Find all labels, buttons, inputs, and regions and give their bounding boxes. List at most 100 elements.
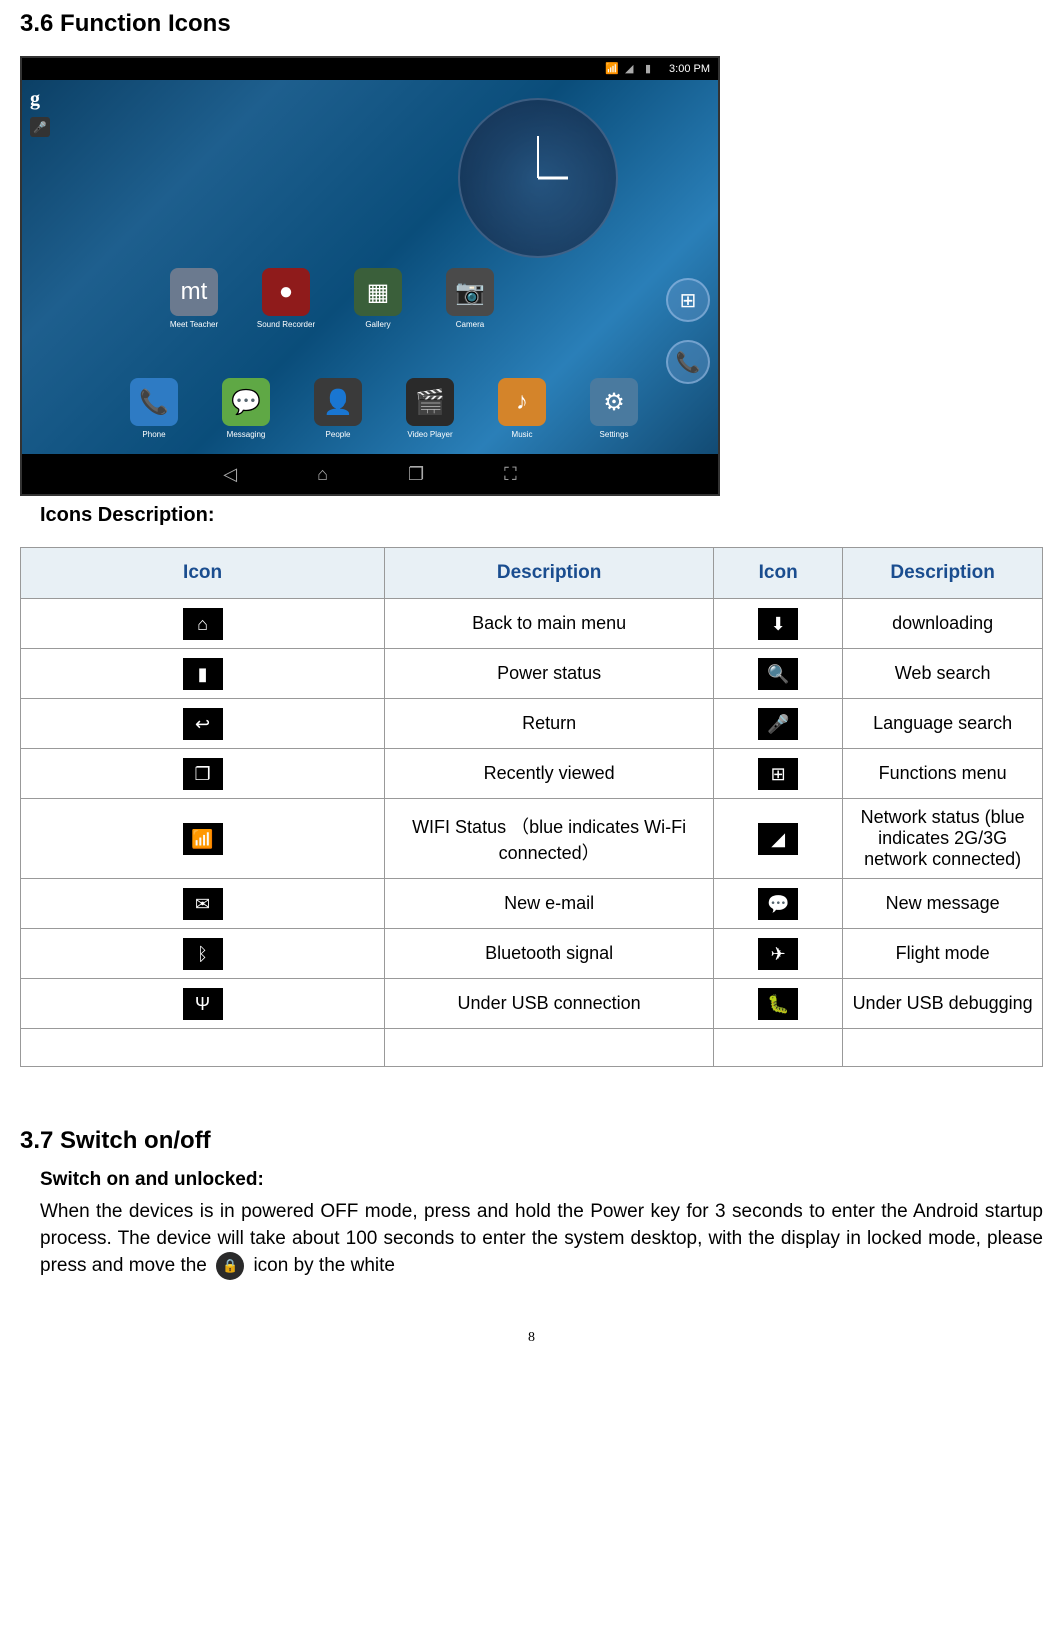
body-text-part-2: icon by the white	[253, 1255, 395, 1276]
wifi-icon: 📶	[605, 62, 619, 76]
icon-cell: 💬	[714, 879, 843, 929]
icon-cell: ◢	[714, 799, 843, 879]
switch-on-body-text: When the devices is in powered OFF mode,…	[20, 1199, 1043, 1280]
app-icon-glyph: ▦	[354, 268, 402, 316]
table-icon: 💬	[758, 888, 798, 920]
app-icon-label: Music	[512, 430, 533, 439]
app-icon-glyph: 👤	[314, 378, 362, 426]
icon-cell: 🎤	[714, 699, 843, 749]
desc-cell: WIFI Status （blue indicates Wi-Fi connec…	[385, 799, 714, 879]
table-icon: Ψ	[183, 988, 223, 1020]
icon-cell: ▮	[21, 649, 385, 699]
icon-cell: 🔍	[714, 649, 843, 699]
table-icon: ⊞	[758, 758, 798, 790]
body-text-part-1: When the devices is in powered OFF mode,…	[40, 1201, 1043, 1276]
app-icon-glyph: mt	[170, 268, 218, 316]
app-icon: 📷 Camera	[438, 268, 502, 329]
app-icon-label: Settings	[600, 430, 629, 439]
app-icon-label: People	[326, 430, 351, 439]
app-row-top: mtMeet Teacher ●Sound Recorder ▦ Gallery 📷 Ca…	[162, 268, 502, 329]
signal-icon: ◢	[625, 62, 639, 76]
table-icon: ⌂	[183, 608, 223, 640]
table-icon: 🔍	[758, 658, 798, 690]
desc-cell: Language search	[843, 699, 1043, 749]
empty-cell	[714, 1029, 843, 1067]
table-row: 📶WIFI Status （blue indicates Wi-Fi conne…	[21, 799, 1043, 879]
icon-cell: 🐛	[714, 979, 843, 1029]
desc-cell: New e-mail	[385, 879, 714, 929]
table-icon: 🎤	[758, 708, 798, 740]
table-icon: ◢	[758, 823, 798, 855]
tablet-screenshot: 📶 ◢ ▮ 3:00 PM g 🎤 mtMeet Teacher ●Sound R…	[20, 56, 720, 496]
empty-cell	[385, 1029, 714, 1067]
icons-description-label: Icons Description:	[20, 504, 1043, 527]
app-icon: 📞 Phone	[122, 378, 186, 439]
table-header-desc-1: Description	[385, 548, 714, 599]
table-row: ✉ New e-mail 💬 New message	[21, 879, 1043, 929]
table-icon: ✈	[758, 938, 798, 970]
app-icon-label: Messaging	[227, 430, 266, 439]
app-icon-glyph: 📞	[130, 378, 178, 426]
desc-cell: Power status	[385, 649, 714, 699]
table-icon: ❐	[183, 758, 223, 790]
desc-cell: New message	[843, 879, 1043, 929]
table-icon: ⬇	[758, 608, 798, 640]
google-search-sidebar: g 🎤	[30, 88, 58, 137]
app-icon-label: Gallery	[365, 320, 390, 329]
app-icon-glyph: ⚙	[590, 378, 638, 426]
table-row: ❐Recently viewed⊞Functions menu	[21, 749, 1043, 799]
desc-cell: Back to main menu	[385, 599, 714, 649]
table-row-empty	[21, 1029, 1043, 1067]
icons-description-table: Icon Description Icon Description ⌂ Back …	[20, 547, 1043, 1067]
app-row-bottom: 📞Phone💬Messaging👤People🎬Video Player♪Mus…	[122, 378, 646, 439]
recent-nav-icon: ❐	[408, 464, 424, 485]
icon-cell: ✈	[714, 929, 843, 979]
app-icon: 💬 Messaging	[214, 378, 278, 439]
app-icon-glyph: 💬	[222, 378, 270, 426]
section-3-6-heading: 3.6 Function Icons	[20, 10, 1043, 38]
table-row: Ψ Under USB connection 🐛 Under USB debuggin…	[21, 979, 1043, 1029]
app-icon-label: Phone	[142, 430, 165, 439]
table-icon: ↩	[183, 708, 223, 740]
desc-cell: Under USB debugging	[843, 979, 1043, 1029]
table-icon: ✉	[183, 888, 223, 920]
app-icon-glyph: ♪	[498, 378, 546, 426]
table-header-icon-2: Icon	[714, 548, 843, 599]
tablet-status-bar: 📶 ◢ ▮ 3:00 PM	[22, 58, 718, 80]
table-row: ↩ Return 🎤 Language search	[21, 699, 1043, 749]
app-icon-label: Sound Recorder	[257, 320, 315, 329]
analog-clock-widget	[458, 98, 618, 258]
app-icon-glyph: 📷	[446, 268, 494, 316]
desc-cell: Web search	[843, 649, 1043, 699]
icon-cell: ⬇	[714, 599, 843, 649]
app-icon: ●Sound Recorder	[254, 268, 318, 329]
table-header-desc-2: Description	[843, 548, 1043, 599]
app-icon-label: Camera	[456, 320, 484, 329]
table-header-icon-1: Icon	[21, 548, 385, 599]
phone-shortcut-icon: 📞	[666, 340, 710, 384]
lock-icon	[216, 1252, 244, 1280]
icon-cell: ⊞	[714, 749, 843, 799]
app-icon: ⚙ Settings	[582, 378, 646, 439]
page-number: 8	[20, 1330, 1043, 1346]
desc-cell: Under USB connection	[385, 979, 714, 1029]
table-icon: 🐛	[758, 988, 798, 1020]
empty-cell	[21, 1029, 385, 1067]
right-side-widgets: ⊞ 📞	[666, 278, 710, 384]
status-time: 3:00 PM	[669, 63, 710, 75]
table-row: ᛒBluetooth signal✈Flight mode	[21, 929, 1043, 979]
desc-cell: Network status (blue indicates 2G/3G net…	[843, 799, 1043, 879]
desc-cell: Return	[385, 699, 714, 749]
table-row: ⌂ Back to main menu ⬇ downloading	[21, 599, 1043, 649]
table-row: ▮ Power status 🔍 Web search	[21, 649, 1043, 699]
desc-cell: Functions menu	[843, 749, 1043, 799]
section-3-7-heading: 3.7 Switch on/off	[20, 1127, 1043, 1155]
screenshot-nav-icon: ⛶	[504, 464, 517, 485]
table-icon: ▮	[183, 658, 223, 690]
home-nav-icon: ⌂	[317, 464, 328, 485]
icon-cell: ᛒ	[21, 929, 385, 979]
app-icon: mtMeet Teacher	[162, 268, 226, 329]
desc-cell: downloading	[843, 599, 1043, 649]
app-icon: 👤 People	[306, 378, 370, 439]
icon-cell: ✉	[21, 879, 385, 929]
